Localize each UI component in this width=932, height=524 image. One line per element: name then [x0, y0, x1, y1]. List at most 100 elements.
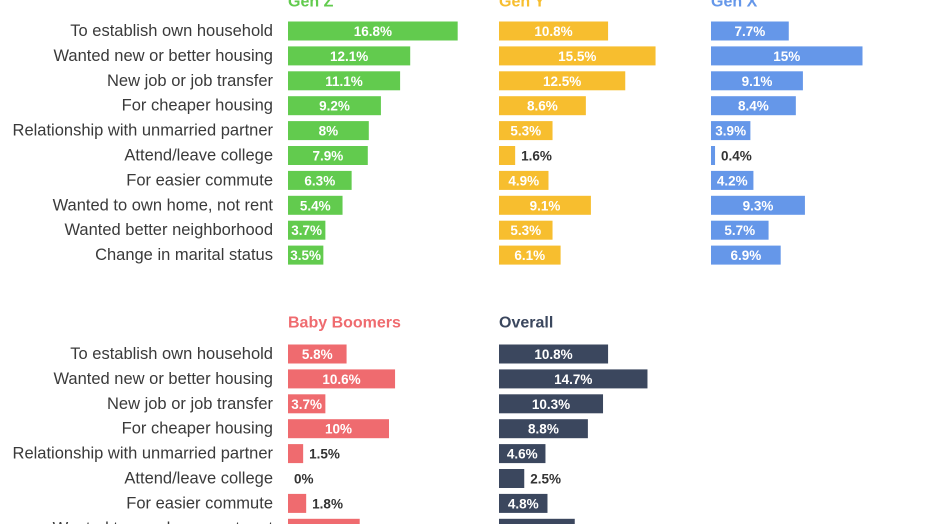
bar [711, 71, 803, 91]
bar [499, 170, 549, 190]
chart-title: Gen Y [499, 0, 545, 11]
data-label: 7.9% [313, 149, 344, 164]
bar [711, 170, 754, 190]
category-label: Wanted new or better housing [53, 47, 273, 65]
data-label: 3.7% [291, 397, 322, 412]
data-label: 8.6% [527, 99, 558, 114]
category-label: Wanted to own home, not rent [53, 196, 274, 214]
bar [288, 71, 401, 91]
bar [711, 46, 863, 66]
bar [288, 394, 326, 414]
data-label: 5.4% [300, 198, 331, 213]
data-label: 1.6% [521, 149, 552, 164]
category-label: For easier commute [126, 171, 273, 189]
bar [288, 245, 324, 265]
data-label: 8.4% [738, 99, 769, 114]
category-label: Relationship with unmarried partner [13, 445, 274, 463]
bar [499, 394, 604, 414]
bar [499, 518, 575, 524]
bar [499, 71, 626, 91]
bar [711, 146, 716, 165]
data-label: 5.3% [510, 124, 541, 139]
data-label: 5.7% [724, 223, 755, 238]
bar [499, 444, 546, 464]
data-label: 9.1% [742, 74, 773, 89]
data-label: 5.3% [510, 223, 541, 238]
data-label: 3.7% [291, 223, 322, 238]
data-label: 7.7% [734, 24, 765, 39]
chart-title: Gen Z [288, 0, 334, 11]
bar [499, 493, 548, 513]
bar [499, 46, 656, 66]
category-label: For cheaper housing [122, 97, 273, 115]
data-label: 16.8% [354, 24, 392, 39]
bar [711, 21, 789, 41]
data-label: 1.5% [309, 447, 340, 462]
data-label: 6.1% [514, 248, 545, 263]
bar [288, 220, 326, 240]
bar [499, 245, 561, 265]
data-label: 4.6% [507, 447, 538, 462]
bar [288, 21, 458, 41]
bar [499, 344, 609, 364]
category-label: New job or job transfer [107, 395, 273, 413]
bar [499, 21, 609, 41]
bar [288, 344, 347, 364]
data-label: 8.8% [528, 422, 559, 437]
category-labels-1: To establish own household Wanted new or … [13, 345, 274, 524]
data-label: 10.6% [322, 372, 360, 387]
data-label: 6.9% [730, 248, 761, 263]
chart-title: Baby Boomers [288, 315, 401, 332]
bar [711, 220, 769, 240]
bar [288, 170, 352, 190]
data-label: 10.8% [534, 347, 572, 362]
data-label: 4.9% [508, 173, 539, 188]
data-label: 12.1% [330, 49, 368, 64]
category-label: For cheaper housing [122, 420, 273, 438]
bar [288, 493, 307, 513]
data-label: 7.1% [308, 521, 339, 524]
bar [288, 369, 396, 389]
bar [711, 121, 751, 141]
bar [499, 121, 553, 141]
category-label: To establish own household [70, 345, 273, 363]
bar [499, 220, 553, 240]
bar [288, 146, 368, 165]
category-label: Wanted better neighborhood [64, 221, 273, 239]
bar [499, 195, 591, 215]
data-label: 4.2% [717, 173, 748, 188]
data-label: 10.3% [532, 397, 570, 412]
data-label: 10.8% [534, 24, 572, 39]
bar [288, 444, 304, 464]
data-label: 9.3% [743, 198, 774, 213]
chart-panel-gen-x: Gen X 7.7% 15%9.1% 8.4% 3.9% 0.4% 4.2% 9.3% 5.7%… [711, 0, 863, 265]
category-label: New job or job transfer [107, 72, 273, 90]
data-label: 9.1% [530, 198, 561, 213]
bar [288, 518, 360, 524]
data-label: 0.4% [721, 149, 752, 164]
bar [499, 369, 648, 389]
data-label: 3.5% [290, 248, 321, 263]
chart-panel-overall: Overall 10.8% 14.7% 10.3% 8.8% 4.6% 2.5% 4.8% 7.… [499, 315, 648, 524]
bar [499, 469, 525, 488]
category-label: Change in marital status [95, 246, 273, 264]
data-label: 0% [294, 472, 314, 487]
bar [288, 419, 389, 439]
chart-title: Gen X [711, 0, 758, 11]
data-label: 7.5% [521, 521, 552, 524]
bar [288, 96, 381, 116]
bar [711, 96, 796, 116]
category-label: Attend/leave college [124, 470, 273, 488]
category-label: Wanted new or better housing [53, 370, 273, 388]
data-label: 15% [773, 49, 800, 64]
data-label: 3.9% [715, 124, 746, 139]
chart-panel-gen-z: Gen Z 16.8% 12.1% 11.1% 9.2% 8% 7.9% 6.3% 5.4% 3.… [288, 0, 458, 265]
data-label: 6.3% [304, 173, 335, 188]
bar [288, 195, 343, 215]
category-label: Relationship with unmarried partner [13, 122, 274, 140]
bar [499, 96, 586, 116]
data-label: 1.8% [312, 496, 343, 511]
data-label: 10% [325, 422, 352, 437]
data-label: 12.5% [543, 74, 581, 89]
